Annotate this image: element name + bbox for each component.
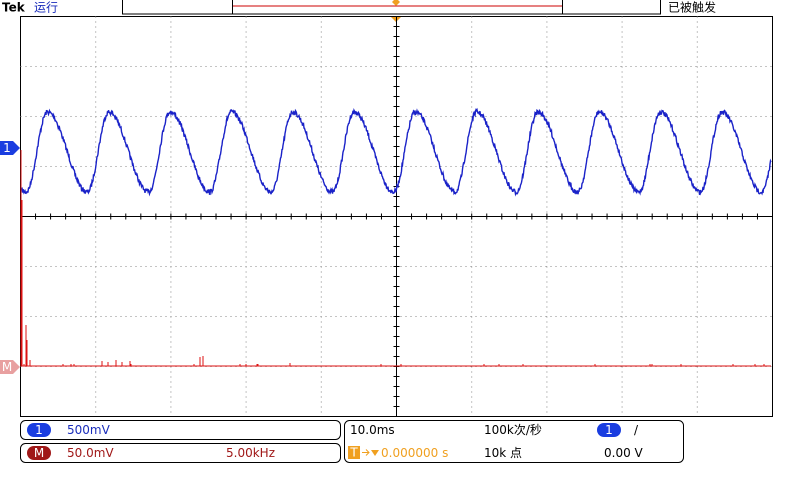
math-badge-label: M — [34, 446, 44, 460]
channel1-badge — [27, 423, 51, 437]
trigger-state: 已被触发 — [668, 0, 716, 15]
channel1-waveform — [21, 107, 772, 197]
channel1-badge-label: 1 — [35, 423, 43, 437]
math-panel — [20, 443, 341, 463]
trigger-source-badge — [597, 423, 621, 437]
math-waveform — [20, 150, 771, 367]
trigger-icon: T — [349, 446, 358, 460]
trigger-level: 0.00 V — [604, 446, 644, 460]
trigger-arrow — [362, 449, 370, 456]
timebase: 10.0ms — [350, 423, 395, 437]
trigger-slope: / — [634, 423, 639, 437]
math-scale: 50.0mV — [67, 446, 114, 460]
trigger-source: 1 — [605, 423, 613, 437]
run-status: 运行 — [34, 1, 58, 15]
sample-rate: 100k次/秒 — [484, 423, 542, 437]
record-length: 10k 点 — [484, 446, 522, 460]
math-level-marker — [0, 360, 20, 374]
brand: Tek — [2, 1, 26, 15]
trigger-position: 0.000000 s — [381, 446, 448, 460]
trigger-icon-box — [348, 446, 360, 459]
math-badge — [27, 446, 51, 460]
channel1-level-marker — [0, 141, 20, 155]
channel1-scale: 500mV — [67, 423, 111, 437]
channel1-panel — [20, 420, 341, 440]
math-marker-label: M — [2, 360, 12, 374]
record-window — [232, 0, 563, 15]
math-frequency: 5.00kHz — [226, 446, 275, 460]
record-trigger — [392, 0, 400, 6]
trigger-down-arrow — [371, 450, 379, 456]
channel1-marker-label: 1 — [3, 141, 11, 155]
